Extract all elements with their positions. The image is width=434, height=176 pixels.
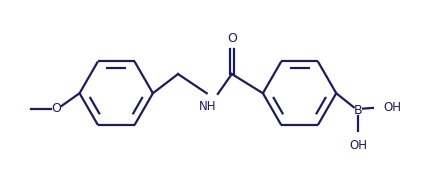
Text: B: B <box>353 104 362 117</box>
Text: OH: OH <box>382 101 401 114</box>
Text: O: O <box>227 32 236 45</box>
Text: OH: OH <box>348 139 366 152</box>
Text: NH: NH <box>198 99 216 112</box>
Text: O: O <box>51 102 61 115</box>
